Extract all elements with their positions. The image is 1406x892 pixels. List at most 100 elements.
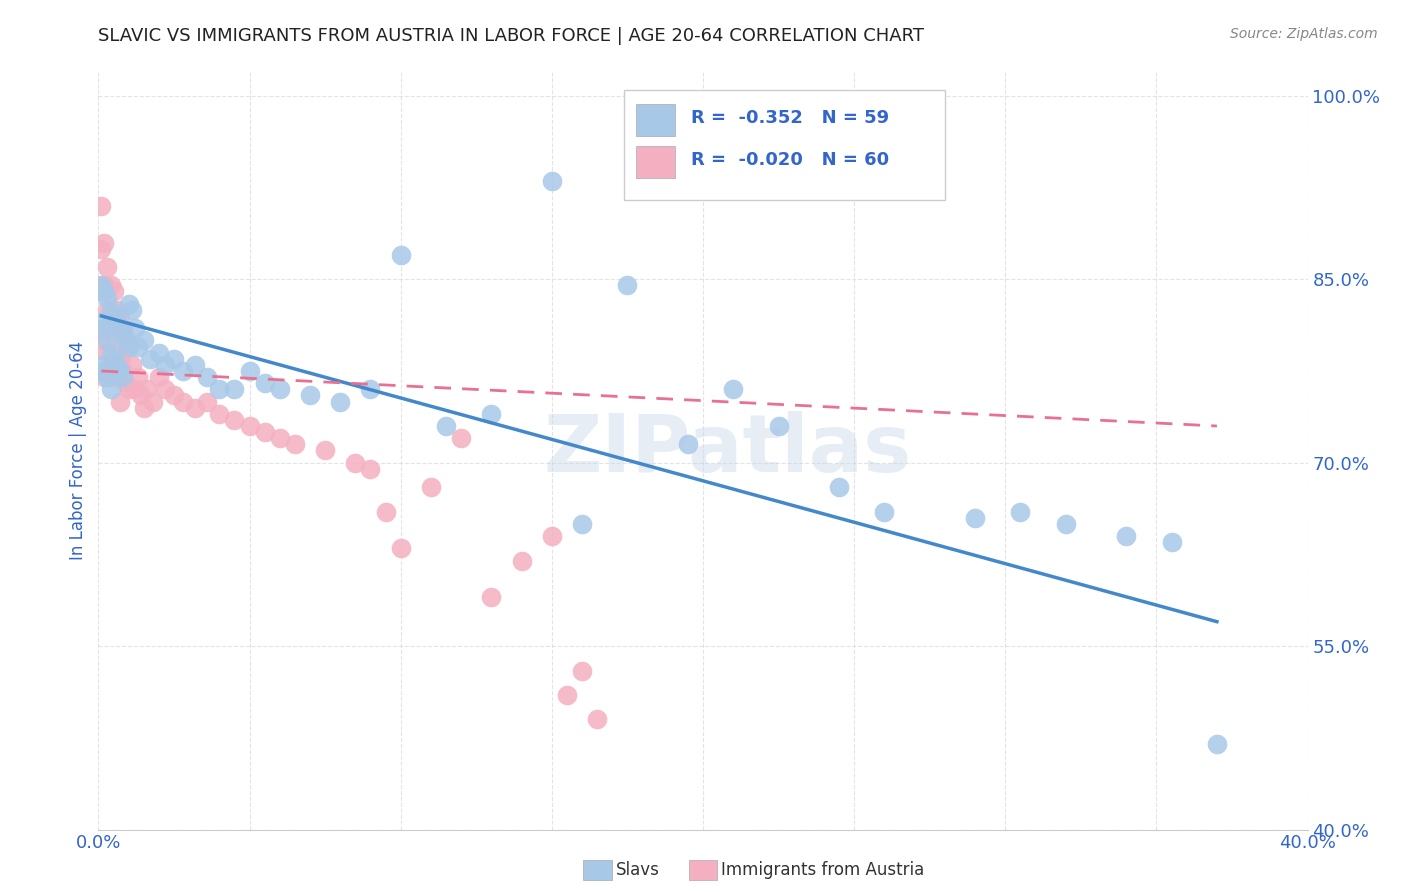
Point [208,382,231,396]
Point [153,358,176,372]
Point [118,339,141,353]
Point [676,437,699,451]
Point [124,382,146,396]
Point [103,327,125,342]
Point [148,345,170,359]
Point [96,334,118,348]
Point [723,382,745,396]
Point [105,345,128,359]
Point [100,382,122,396]
Point [100,345,122,359]
Point [540,174,562,188]
Point [108,309,131,323]
Point [571,664,593,678]
Text: ZIPatlas: ZIPatlas [543,411,911,490]
Point [108,394,131,409]
Point [100,321,122,335]
Point [208,407,231,421]
Point [873,505,896,519]
Point [540,529,562,543]
Point [96,345,118,359]
Point [163,388,186,402]
Point [135,382,157,396]
Point [239,364,262,378]
Point [108,321,131,335]
Point [96,302,118,317]
Text: R =  -0.020   N = 60: R = -0.020 N = 60 [690,151,889,169]
Point [90,358,112,372]
Point [389,248,412,262]
Point [108,364,131,378]
Point [121,302,143,317]
Point [163,351,186,366]
Point [90,278,112,293]
Point [93,364,115,378]
Point [139,351,162,366]
Point [114,334,136,348]
Point [100,364,122,378]
Point [93,285,115,299]
Point [103,370,125,384]
Point [100,302,122,317]
Point [111,327,134,342]
Point [586,713,609,727]
Point [555,688,578,702]
Point [90,315,112,329]
Point [142,394,165,409]
Text: Immigrants from Austria: Immigrants from Austria [721,861,925,879]
Point [108,351,131,366]
Point [100,278,122,293]
Point [768,419,790,434]
Point [481,591,503,605]
Point [93,321,115,335]
Point [360,382,382,396]
Point [121,358,143,372]
Point [118,296,141,310]
FancyBboxPatch shape [637,145,675,178]
Point [253,376,276,391]
Text: Slavs: Slavs [616,861,659,879]
Point [111,370,134,384]
Point [96,260,118,274]
Point [114,376,136,391]
Point [132,401,155,415]
Point [148,370,170,384]
Point [96,370,118,384]
Point [105,315,128,329]
Point [1206,737,1229,751]
Point [132,334,155,348]
FancyBboxPatch shape [624,90,945,201]
Point [195,370,218,384]
Point [1054,516,1077,531]
Point [284,437,307,451]
Text: R =  -0.352   N = 59: R = -0.352 N = 59 [690,110,889,128]
Point [184,401,207,415]
Point [96,291,118,305]
Point [153,382,176,396]
Point [93,370,115,384]
Point [828,480,851,494]
Point [344,456,367,470]
Point [299,388,322,402]
Point [172,364,194,378]
Point [434,419,457,434]
Point [269,382,291,396]
Point [253,425,276,439]
Point [93,278,115,293]
Point [239,419,262,434]
Point [224,413,246,427]
FancyBboxPatch shape [637,104,675,136]
Point [195,394,218,409]
Point [616,278,638,293]
Point [118,382,141,396]
Point [124,321,146,335]
Text: Source: ZipAtlas.com: Source: ZipAtlas.com [1230,27,1378,41]
Point [93,235,115,250]
Point [1115,529,1137,543]
Point [1160,535,1182,549]
Point [571,516,593,531]
Text: SLAVIC VS IMMIGRANTS FROM AUSTRIA IN LABOR FORCE | AGE 20-64 CORRELATION CHART: SLAVIC VS IMMIGRANTS FROM AUSTRIA IN LAB… [98,27,924,45]
Point [314,443,336,458]
Point [510,553,533,567]
Point [105,302,128,317]
